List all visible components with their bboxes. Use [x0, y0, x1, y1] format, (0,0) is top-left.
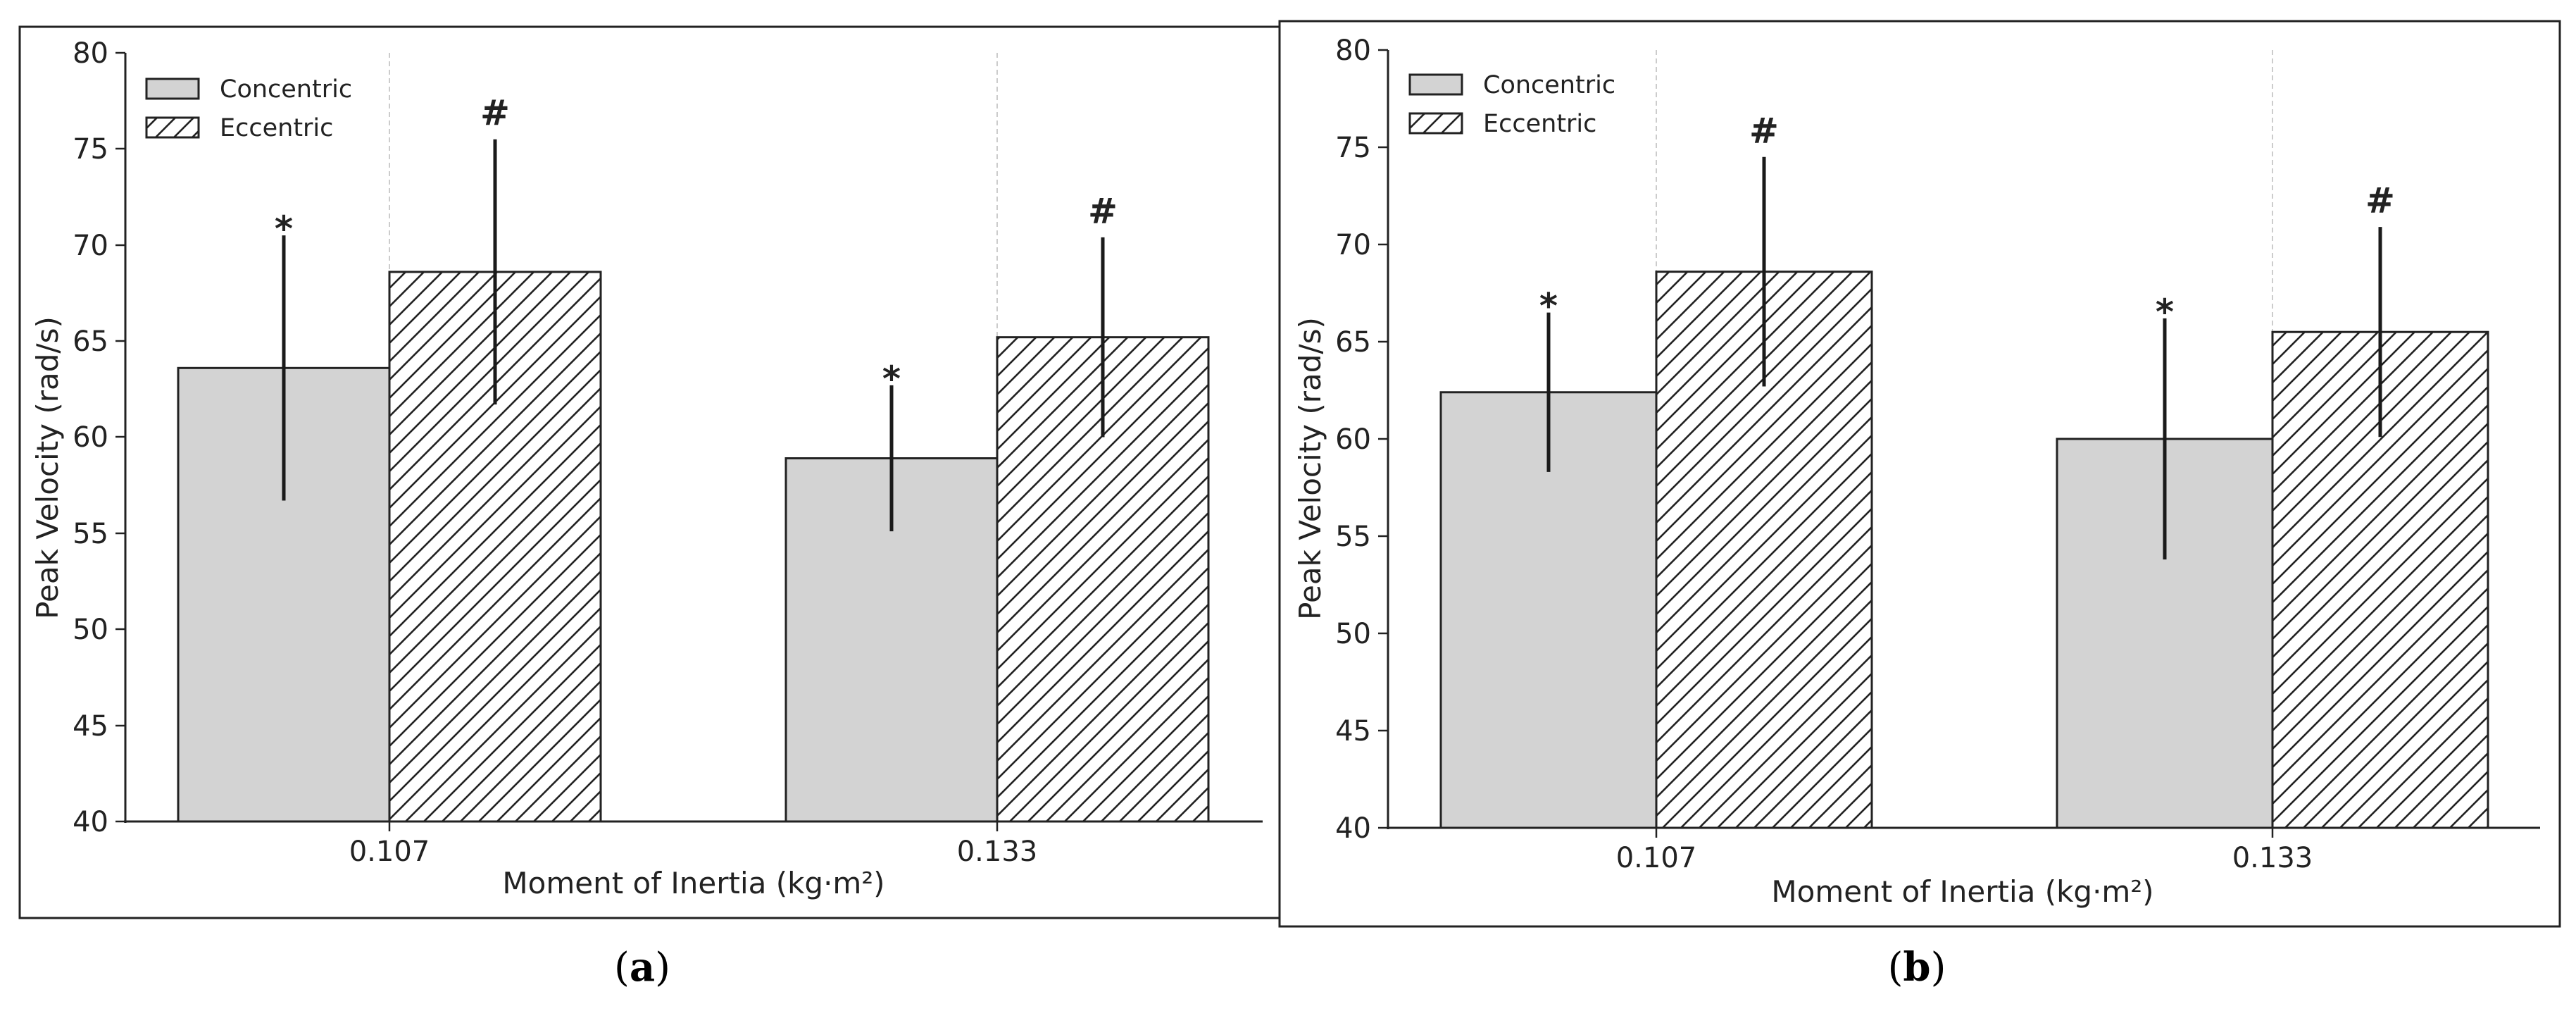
panel-b-legend-swatch-concentric: [1408, 73, 1463, 96]
panel-b-legend-label-concentric: Concentric: [1483, 71, 1615, 99]
panel-a-legend-label-eccentric: Eccentric: [220, 114, 333, 142]
panel-b-y-ticks: 40 45 50 55 60 65 70 75 80: [1335, 35, 1388, 845]
panel-a-sig-eccentric-0107: #: [480, 93, 510, 134]
panel-a-x-tick-label: 0.133: [957, 836, 1038, 868]
panel-a-legend-swatch-concentric: [145, 77, 200, 100]
panel-b-legend: Concentric Eccentric: [1408, 71, 1615, 138]
panel-b-y-tick-label: 40: [1335, 812, 1371, 845]
panel-b-legend-swatch-eccentric: [1408, 112, 1463, 135]
panel-b-sig-eccentric-0107: #: [1749, 111, 1779, 151]
panel-a-y-tick-label: 45: [73, 710, 108, 743]
panel-b-y-tick-label: 55: [1335, 521, 1371, 553]
panel-b: Peak Velocity (rad/s) 40 45 50 55 60 65 …: [1278, 20, 2561, 991]
panel-a-legend-label-concentric: Concentric: [220, 75, 352, 104]
panel-a-y-tick-label: 55: [73, 518, 108, 550]
panel-a-caption: (a): [614, 944, 670, 991]
panel-b-y-tick-label: 65: [1335, 326, 1371, 359]
panel-b-y-tick-label: 70: [1335, 229, 1371, 261]
panel-a-caption-letter: a: [630, 944, 655, 991]
panel-b-sig-concentric-0133: *: [2156, 292, 2174, 333]
panel-a-y-ticks: 40 45 50 55 60 65 70 75 80: [73, 37, 125, 838]
panel-b-sig-eccentric-0133: #: [2365, 180, 2395, 221]
panel-b-legend-label-eccentric: Eccentric: [1483, 110, 1596, 138]
panel-a-legend: Concentric Eccentric: [145, 75, 352, 142]
panel-b-y-tick-label: 45: [1335, 715, 1371, 748]
panel-a-legend-swatch-eccentric: [145, 116, 200, 139]
panel-a-y-tick-label: 70: [73, 230, 108, 262]
panel-b-y-tick-label: 60: [1335, 423, 1371, 456]
panel-b-x-tick-label: 0.107: [1616, 842, 1697, 874]
panel-b-x-tick-label: 0.133: [2232, 842, 2313, 874]
panel-a-y-tick-label: 80: [73, 37, 108, 70]
panel-a-y-tick-label: 50: [73, 614, 108, 646]
panel-a-x-tick-label: 0.107: [349, 836, 430, 868]
panel-a-sig-eccentric-0133: #: [1088, 191, 1118, 232]
panel-a-x-axis-label: Moment of Inertia (kg·m²): [502, 866, 884, 900]
panel-b-y-tick-label: 50: [1335, 618, 1371, 650]
panel-a-y-axis-label: Peak Velocity (rad/s): [30, 316, 65, 619]
panel-a-y-tick-label: 65: [73, 325, 108, 358]
panel-b-x-axis-label: Moment of Inertia (kg·m²): [1771, 874, 2153, 909]
panel-b-caption: (b): [1888, 944, 1946, 991]
panel-b-frame: [1278, 20, 2561, 928]
panel-a-sig-concentric-0107: *: [275, 209, 293, 249]
panel-a-y-tick-label: 75: [73, 133, 108, 166]
panel-b-y-tick-label: 75: [1335, 132, 1371, 164]
panel-b-y-tick-label: 80: [1335, 35, 1371, 67]
panel-b-caption-letter: b: [1903, 944, 1930, 991]
panel-a-y-tick-label: 40: [73, 806, 108, 838]
panel-b-sig-concentric-0107: *: [1539, 286, 1558, 327]
panel-a-sig-concentric-0133: *: [882, 359, 901, 399]
panel-a: Peak Velocity (rad/s) 40 45 50 55 60 65 …: [18, 25, 1281, 991]
panel-a-y-tick-label: 60: [73, 421, 108, 454]
panel-b-y-axis-label: Peak Velocity (rad/s): [1293, 317, 1327, 620]
